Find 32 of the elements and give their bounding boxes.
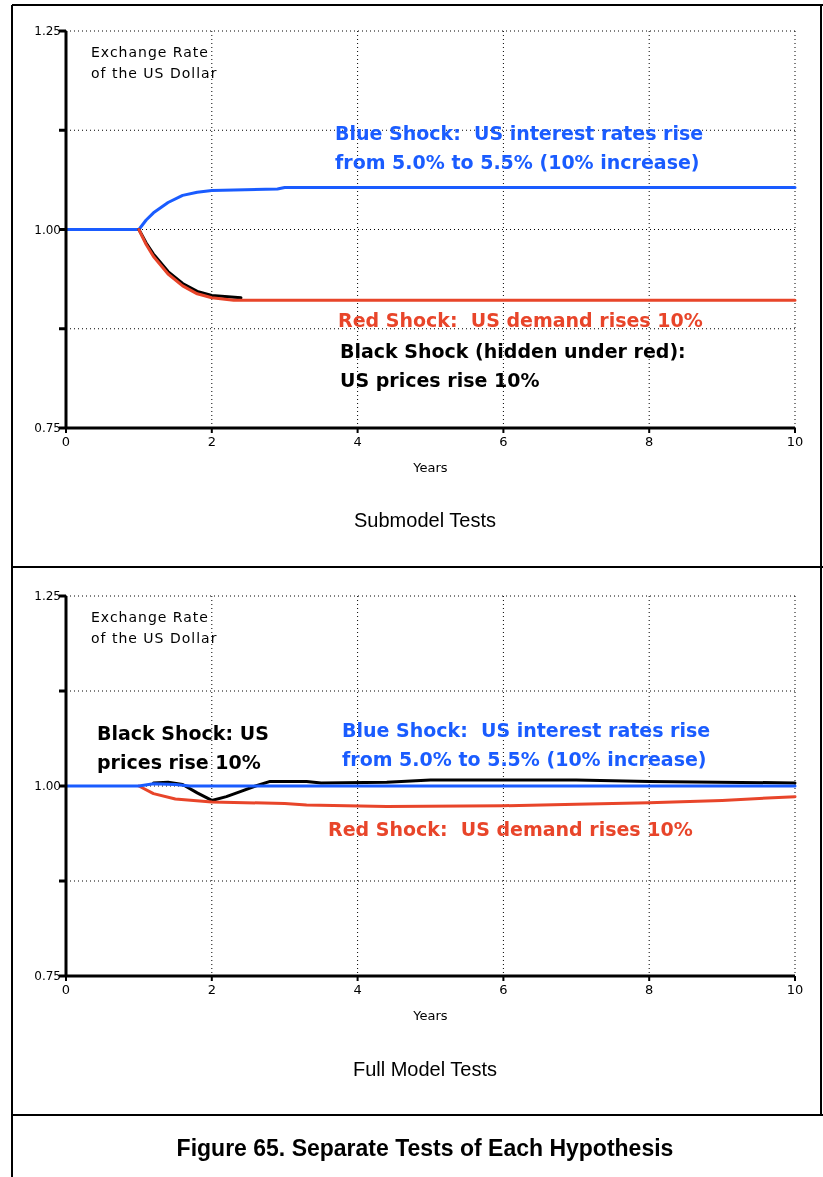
x-tick-label: 10 bbox=[786, 982, 804, 997]
x-axis-title: Years bbox=[412, 1008, 448, 1023]
caption: Figure 65. Separate Tests of Each Hypothesis bbox=[176, 1135, 674, 1161]
x-tick-label: 8 bbox=[645, 982, 654, 997]
x-tick-label: 6 bbox=[499, 982, 508, 997]
text: Black Shock (hidden under red): US prices rise 10% bbox=[340, 340, 686, 391]
series-label: Blue Shock: US interest rates rise from 5.0% to 5.5% (10% increase) bbox=[342, 719, 711, 770]
y-tick-label: 0.75 bbox=[34, 421, 61, 436]
x-tick-label: 2 bbox=[207, 982, 216, 997]
x-tick-label: 10 bbox=[786, 434, 804, 449]
text: Full Model Tests bbox=[352, 1058, 498, 1080]
y-tick-label: 1.25 bbox=[34, 589, 61, 604]
x-tick-label: 0 bbox=[61, 434, 71, 449]
x-tick-label: 0 bbox=[61, 982, 71, 997]
x-axis-title: Years bbox=[412, 460, 448, 475]
series-label: Blue Shock: US interest rates rise from 5.0% to 5.5% (10% increase) bbox=[335, 122, 704, 173]
series-label: Red Shock: US demand rises 10% bbox=[328, 818, 693, 840]
y-tick-label: 1.25 bbox=[34, 24, 61, 39]
line-series bbox=[137, 784, 797, 809]
y-axis-title: Exchange Rate of the US Dollar bbox=[91, 609, 218, 646]
x-tick-label: 2 bbox=[207, 434, 216, 449]
series-label: Black Shock: US prices rise 10% bbox=[97, 722, 269, 773]
text: Submodel Tests bbox=[354, 509, 496, 531]
series-label: Red Shock: US demand rises 10% bbox=[338, 309, 703, 331]
y-tick-label: 1.00 bbox=[34, 779, 61, 794]
x-tick-label: 4 bbox=[353, 434, 362, 449]
line-series bbox=[137, 228, 797, 302]
y-tick-label: 0.75 bbox=[34, 969, 61, 984]
y-axis-title: Exchange Rate of the US Dollar bbox=[91, 44, 218, 81]
x-tick-label: 4 bbox=[353, 982, 362, 997]
x-tick-label: 6 bbox=[499, 434, 508, 449]
x-tick-label: 8 bbox=[645, 434, 654, 449]
